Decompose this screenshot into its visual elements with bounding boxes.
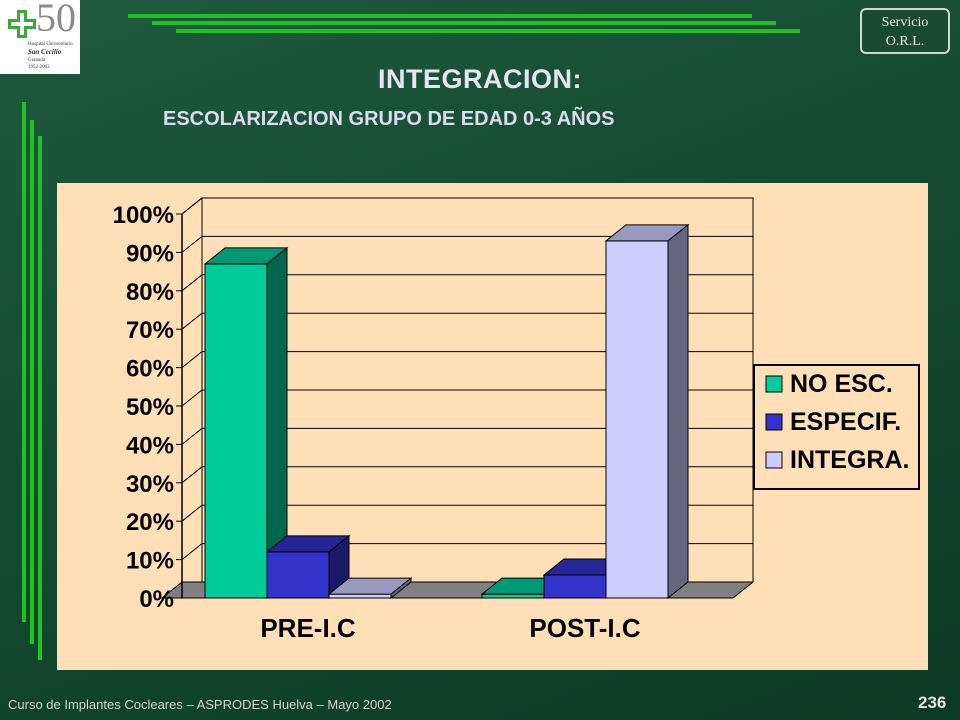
gridline [181, 466, 753, 484]
bar-side [667, 223, 689, 600]
service-badge: Servicio O.R.L. [860, 8, 950, 54]
gridline [181, 235, 753, 253]
legend-swatch [765, 413, 783, 431]
bar-front [328, 593, 392, 599]
y-tick-label: 70% [126, 317, 174, 344]
gridline [181, 274, 753, 292]
gridline [181, 197, 753, 215]
legend-label: INTEGRA. [790, 446, 909, 474]
logo-line-4: 1952-2002 [28, 65, 50, 70]
decor-vline-2 [30, 120, 34, 644]
page-subtitle: ESCOLARIZACION GRUPO DE EDAD 0-3 AÑOS [163, 108, 615, 130]
y-tick-label: 40% [126, 432, 174, 459]
chart-legend: NO ESC. ESPECIF. INTEGRA. [753, 364, 920, 490]
decor-vline-1 [22, 102, 26, 622]
legend-label: NO ESC. [790, 370, 893, 398]
bar [327, 577, 413, 600]
y-tick-label: 30% [126, 471, 174, 498]
legend-label: ESPECIF. [790, 408, 901, 436]
bar-front [605, 240, 669, 599]
gridline [181, 389, 753, 407]
gridline [181, 351, 753, 368]
bar-side [390, 577, 412, 600]
decor-hline-2 [152, 21, 776, 25]
anniversary-number: 50 [36, 0, 76, 40]
legend-swatch [765, 451, 783, 469]
page-title: INTEGRACION: [378, 64, 582, 94]
bar-front [481, 593, 545, 599]
y-tick-label: 10% [126, 548, 174, 575]
badge-line-2: O.R.L. [885, 34, 925, 49]
decor-vline-3 [38, 136, 42, 660]
y-tick-label: 80% [126, 279, 174, 306]
decor-hline-1 [128, 14, 752, 18]
bar-front [266, 551, 330, 599]
y-tick-label: 100% [113, 202, 174, 229]
gridline [181, 312, 753, 330]
gridline [181, 543, 753, 560]
bar [604, 223, 690, 600]
y-tick-label: 50% [126, 394, 174, 421]
bar [203, 246, 289, 600]
gridline [181, 427, 753, 445]
page-number: 236 [918, 693, 947, 712]
logo-line-2: San Cecilio [28, 48, 62, 56]
bar [265, 534, 351, 600]
bar-front [204, 263, 268, 599]
category-label: PRE-I.C [260, 613, 356, 643]
chart-panel: 0% 10% 20% 30% 40% 50% 60% 70% 80% 90% 100% PRE-I.C… [57, 183, 928, 670]
hospital-logo: 50 Hospital Universitario San Cecilio Gr… [0, 0, 80, 74]
y-tick-label: 20% [126, 509, 174, 536]
y-tick-label: 90% [126, 240, 174, 267]
badge-line-1: Servicio [881, 15, 929, 30]
green-cross-icon [8, 10, 36, 38]
bar-front [543, 574, 607, 599]
y-tick-label: 60% [126, 356, 174, 383]
category-label: POST-I.C [529, 613, 640, 643]
bar-chart: 0% 10% 20% 30% 40% 50% 60% 70% 80% 90% 100% PRE-I.C… [113, 196, 920, 643]
logo-line-3: Granada [28, 58, 45, 63]
y-tick-label: 0% [139, 586, 174, 613]
footer-text: Curso de Implantes Cocleares – ASPRODES … [8, 697, 392, 712]
gridline [181, 504, 753, 522]
legend-swatch [765, 375, 783, 393]
decor-hline-3 [176, 29, 800, 33]
logo-line-1: Hospital Universitario [28, 42, 73, 47]
